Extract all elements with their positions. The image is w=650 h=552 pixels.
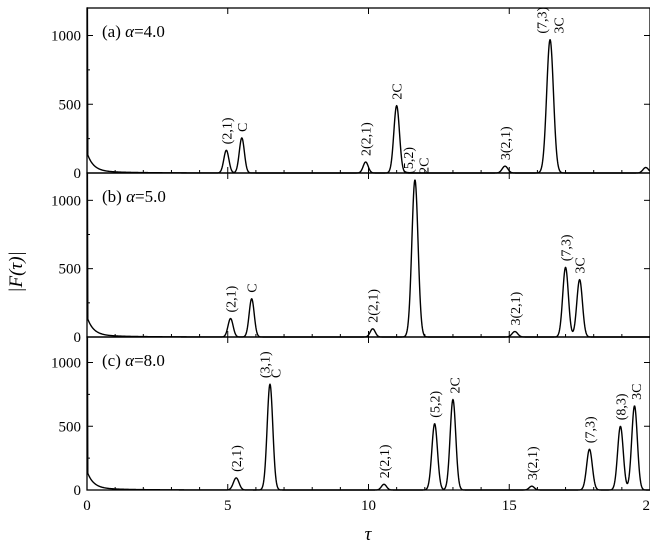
y-tick-label: 500 [59, 97, 82, 113]
y-tick-label: 0 [74, 166, 82, 182]
panel-label-value: =8.0 [134, 351, 165, 370]
x-axis-label: τ [365, 524, 373, 545]
panel-label: (b) α=5.0 [102, 187, 166, 206]
peak-annotation: (2,1) [230, 445, 245, 472]
y-tick-label: 1000 [51, 356, 81, 372]
x-tick-label: 15 [502, 498, 517, 514]
peak-annotation: (7,3) [583, 416, 598, 443]
peak-annotation: 2(2,1) [360, 122, 375, 156]
x-tick-label: 20 [643, 498, 650, 514]
peak-annotation: (8,3) [614, 393, 629, 420]
peak-annotation: 2C [417, 157, 432, 173]
peak-annotation: (7,3) [536, 6, 551, 33]
panel-label-value: =4.0 [134, 22, 165, 41]
y-tick-label: 500 [59, 419, 82, 435]
peak-annotation: 2(2,1) [378, 444, 393, 478]
y-tick-label: 1000 [51, 193, 81, 209]
peak-annotation: 3(2,1) [509, 291, 524, 325]
x-tick-label: 5 [224, 498, 232, 514]
peak-annotation: (2,1) [225, 285, 240, 312]
panel-label-value: =5.0 [135, 187, 166, 206]
x-tick-labels: 0 5 10 15 20 [83, 498, 650, 514]
panel-label-alpha: α [125, 351, 135, 370]
y-tick-label: 0 [74, 483, 82, 499]
panel-frame [86, 336, 650, 491]
peak-annotation: 3C [553, 17, 568, 33]
panel-label-alpha: α [126, 187, 136, 206]
spectrum-line [86, 336, 650, 491]
peak-annotation: 2(2,1) [367, 289, 382, 323]
peak-annotation: C [246, 283, 261, 292]
peak-annotation: (3,1) [258, 351, 273, 378]
x-tick-label: 10 [361, 498, 376, 514]
peak-annotation: (5,2) [429, 391, 444, 418]
peak-annotation: 3C [630, 384, 645, 400]
panel-label: (c) α=8.0 [102, 351, 165, 370]
y-tick-label: 1000 [51, 29, 81, 45]
panel-label-prefix: (b) [102, 187, 126, 206]
panel-2: 0 500 1000 (c) α=8.0 (2,1) (3,1)C 2(2,1) (5,2) 2… [51, 336, 650, 499]
peak-annotation: 3(2,1) [526, 446, 541, 480]
panel-label-alpha: α [125, 22, 135, 41]
peak-annotation: C [270, 369, 285, 378]
peak-annotation: (7,3) [560, 234, 575, 261]
peak-annotation: (2,1) [220, 117, 235, 144]
x-tick-label: 0 [83, 498, 91, 514]
panel-label-prefix: (a) [102, 22, 125, 41]
y-axis-label: |F(τ)| [6, 251, 27, 293]
peak-annotation: 2C [448, 377, 463, 393]
y-tick-label: 0 [74, 330, 82, 346]
peak-annotation: 2C [391, 83, 406, 99]
panel-label: (a) α=4.0 [102, 22, 165, 41]
panel-label-prefix: (c) [102, 351, 125, 370]
y-tick-label: 500 [59, 262, 82, 278]
panel-1: 0 500 1000 (b) α=5.0 (2,1) C 2(2,1) (5,2) 2C 3(2,… [51, 147, 650, 346]
peak-annotation: C [236, 123, 251, 132]
panel-0: 0 500 1000 (a) α=4.0 (2,1) C 2(2,1) 2C 3(2,1) (7,… [51, 6, 650, 182]
peak-annotation: 3(2,1) [499, 126, 514, 160]
peak-annotation: (5,2) [402, 147, 417, 174]
peak-annotation: 3C [574, 257, 589, 273]
